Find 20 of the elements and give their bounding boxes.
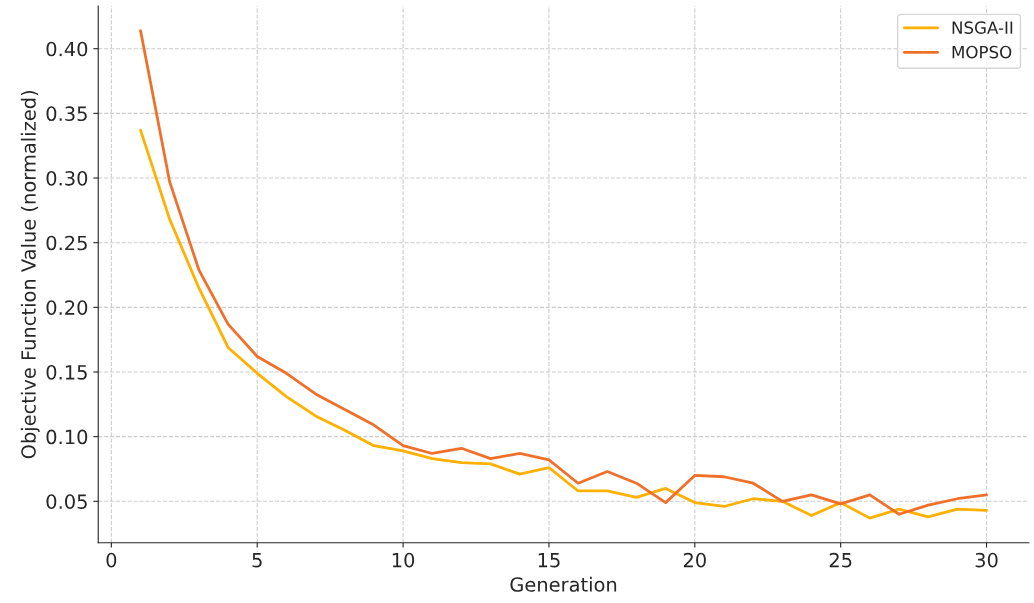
x-axis-title: Generation — [510, 576, 617, 592]
legend-label: NSGA-II — [952, 21, 1013, 34]
x-tick-label: 30 — [975, 552, 998, 568]
y-tick-label: 0.25 — [46, 235, 87, 251]
y-tick-label: 0.35 — [46, 106, 87, 122]
y-tick-label: 0.15 — [46, 364, 87, 380]
x-tick-label: 15 — [538, 553, 560, 568]
x-tick-label: 0 — [106, 552, 117, 568]
x-tick-label: 10 — [392, 552, 415, 568]
y-axis-title: Objective Function Value (normalized) — [20, 91, 40, 459]
x-tick-label: 5 — [252, 553, 262, 568]
line-series — [139, 128, 988, 520]
y-tick-label: 0.05 — [46, 494, 87, 509]
y-tick-label: 0.30 — [46, 170, 88, 186]
legend-label: MOPSO — [952, 45, 1012, 59]
y-tick-label: 0.40 — [46, 41, 88, 57]
y-tick-label: 0.20 — [46, 300, 88, 315]
x-tick-label: 20 — [683, 552, 706, 568]
x-tick-label: 25 — [829, 552, 852, 568]
y-tick-label: 0.10 — [46, 429, 88, 445]
